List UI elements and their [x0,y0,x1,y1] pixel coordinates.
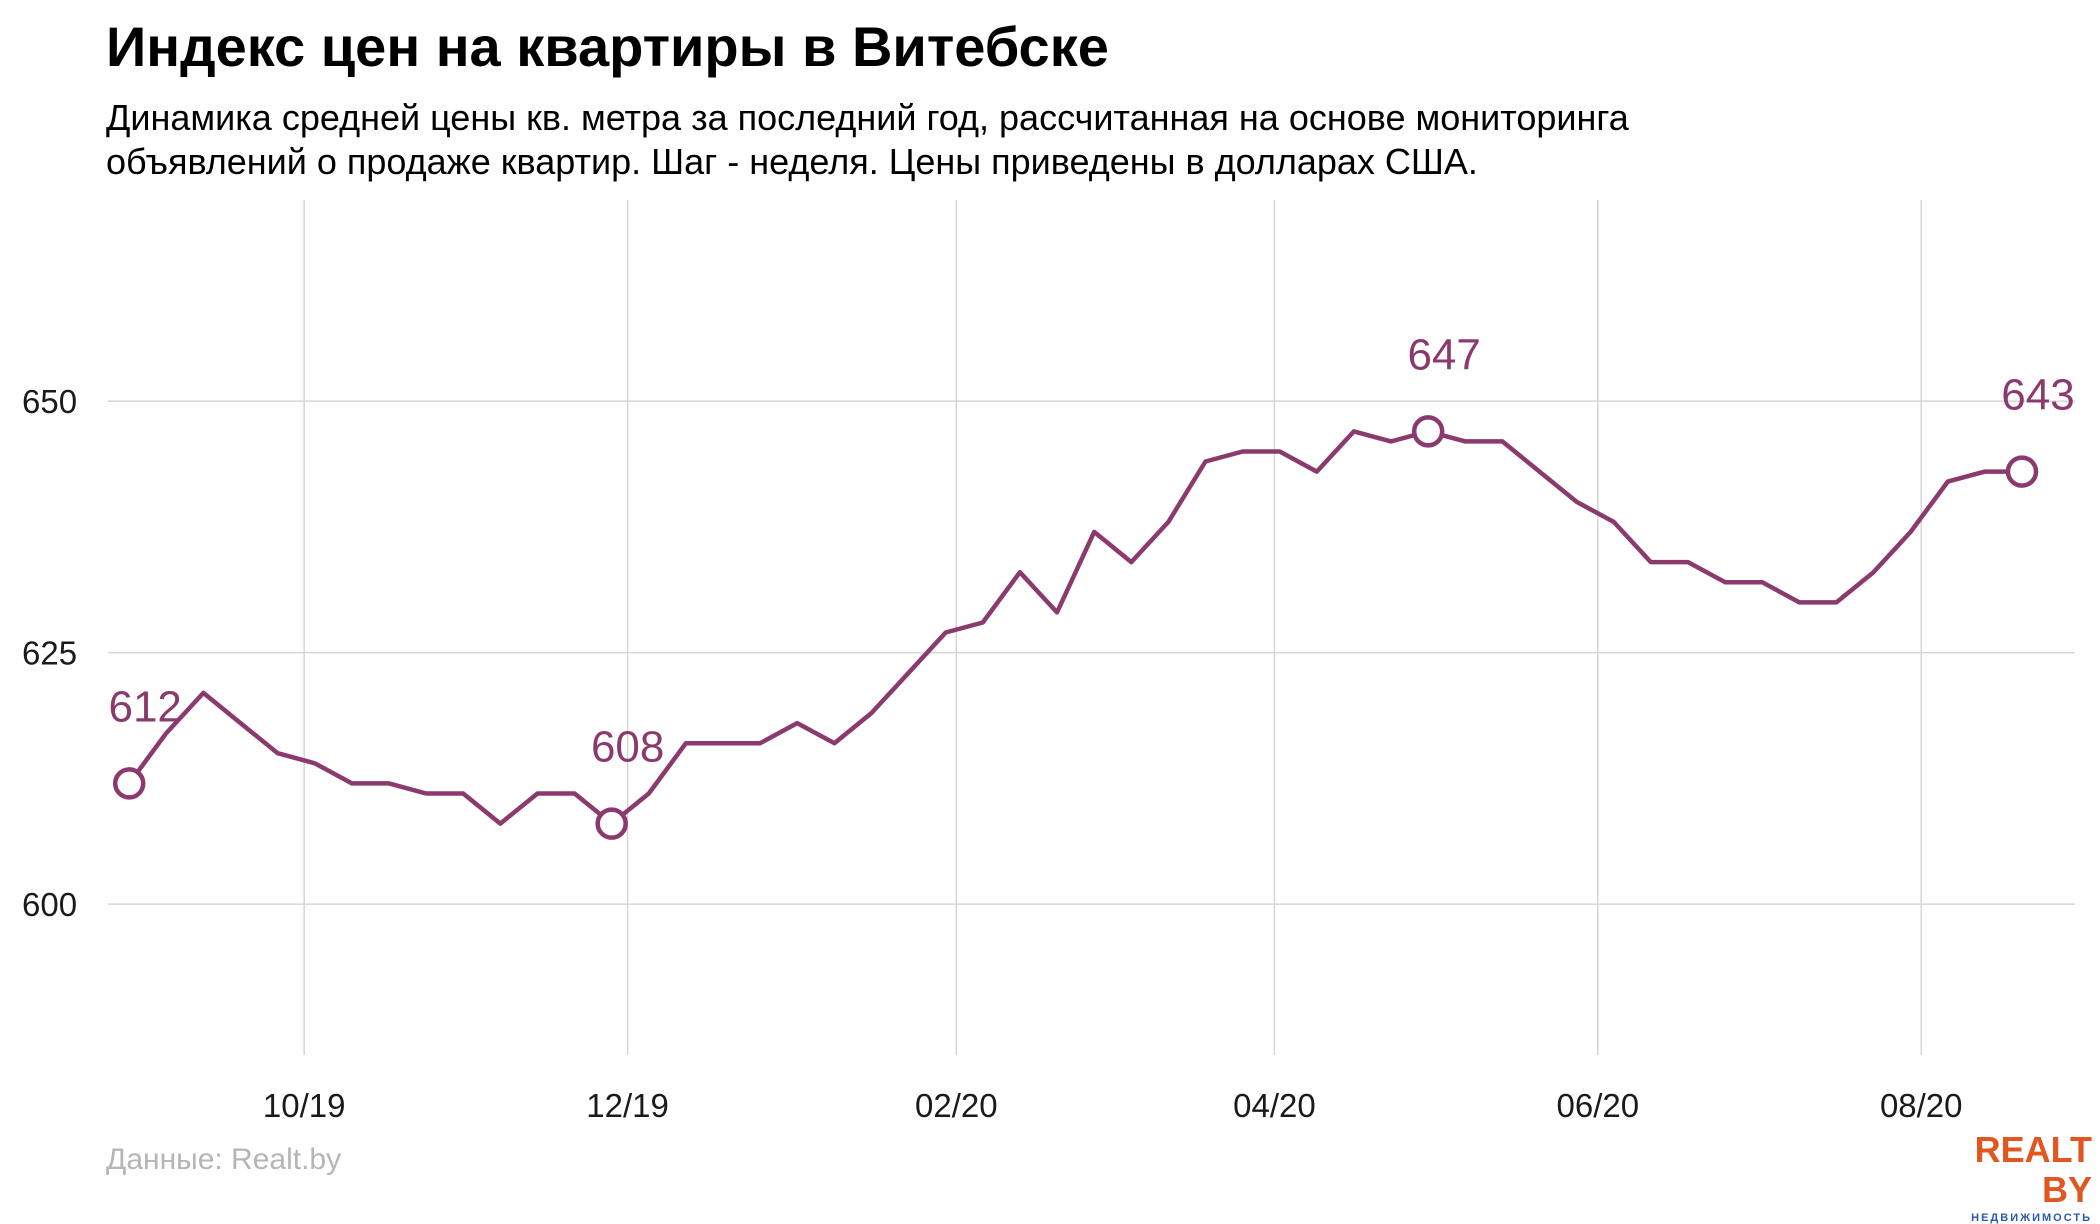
y-tick-label: 650 [22,383,77,420]
x-tick-label: 06/20 [1557,1087,1640,1124]
series-line [126,429,2025,826]
annotation-layer: 612 608 647 643 [108,330,2075,840]
x-tick-label: 10/19 [263,1087,346,1124]
subtitle-line-2: объявлений о продаже квартир. Шаг - неде… [106,141,1478,182]
data-point-marker [112,767,146,800]
data-point-marker [595,807,628,840]
data-point-marker [2005,455,2039,488]
grid-layer [108,200,2075,1055]
data-label: 608 [591,723,664,772]
chart-subtitle: Динамика средней цены кв. метра за после… [106,96,1906,184]
tick-layer: 10/19 12/19 02/20 04/20 06/20 08/20 600 625 650 [22,383,1963,1124]
y-tick-label: 600 [22,886,77,923]
subtitle-line-1: Динамика средней цены кв. метра за после… [106,97,1629,138]
x-tick-label: 12/19 [586,1087,669,1124]
x-tick-label: 04/20 [1233,1087,1316,1124]
data-point-marker [1411,415,1445,448]
data-label: 643 [2001,371,2074,420]
logo-text: REALT BY [1974,1129,2092,1210]
series-layer [126,429,2025,826]
logo-subtext: НЕДВИЖИМОСТЬ [1971,1212,2092,1224]
x-tick-label: 02/20 [915,1087,998,1124]
data-source: Данные: Realt.by [106,1143,342,1176]
x-tick-label: 08/20 [1880,1087,1963,1124]
y-tick-label: 625 [22,635,77,672]
data-label: 612 [108,682,181,731]
realt-logo: REALT BY НЕДВИЖИМОСТЬ [1940,1130,2092,1224]
chart-title: Индекс цен на квартиры в Витебске [106,15,1109,78]
data-label: 647 [1407,330,1480,379]
